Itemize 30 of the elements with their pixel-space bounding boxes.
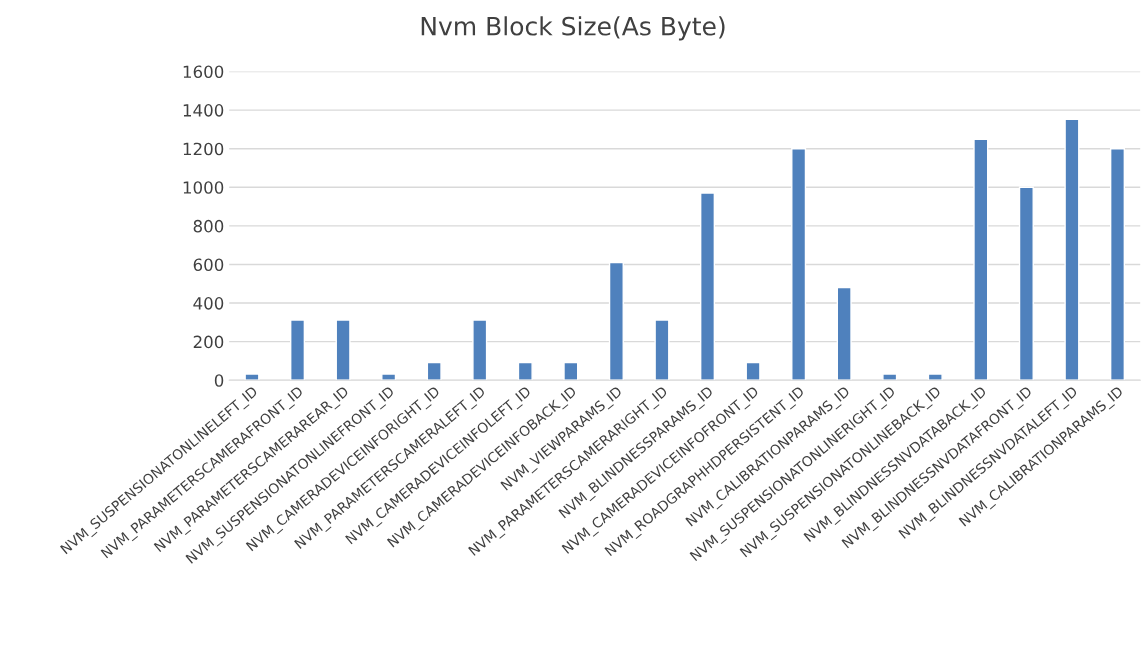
y-tick-label: 1600 bbox=[183, 65, 224, 79]
bar bbox=[791, 147, 807, 381]
bar bbox=[1109, 147, 1126, 381]
bar bbox=[699, 192, 716, 381]
bar bbox=[563, 361, 579, 381]
chart-title: Nvm Block Size(As Byte) bbox=[421, 16, 725, 41]
bar bbox=[836, 286, 852, 381]
bar bbox=[927, 373, 943, 381]
bar bbox=[1064, 118, 1080, 381]
bar bbox=[381, 373, 397, 381]
bar bbox=[290, 319, 306, 381]
bar bbox=[517, 361, 533, 381]
y-tick-label: 1400 bbox=[183, 104, 224, 117]
y-tick-label: 200 bbox=[193, 335, 224, 349]
bar bbox=[1018, 186, 1034, 381]
bar bbox=[426, 361, 442, 381]
y-tick-label: 600 bbox=[193, 258, 224, 272]
bar bbox=[335, 319, 351, 381]
y-tick-label: 1200 bbox=[183, 142, 224, 156]
y-tick-label: 400 bbox=[193, 297, 224, 310]
y-tick-label: 0 bbox=[214, 374, 224, 387]
y-tick-label: 800 bbox=[193, 219, 224, 233]
bar bbox=[973, 138, 989, 381]
y-tick-label: 1000 bbox=[183, 181, 224, 194]
bar bbox=[608, 261, 624, 381]
bar bbox=[745, 361, 761, 381]
bar bbox=[472, 319, 488, 381]
bar bbox=[654, 319, 670, 381]
bar bbox=[882, 373, 898, 381]
bar bbox=[244, 373, 260, 381]
